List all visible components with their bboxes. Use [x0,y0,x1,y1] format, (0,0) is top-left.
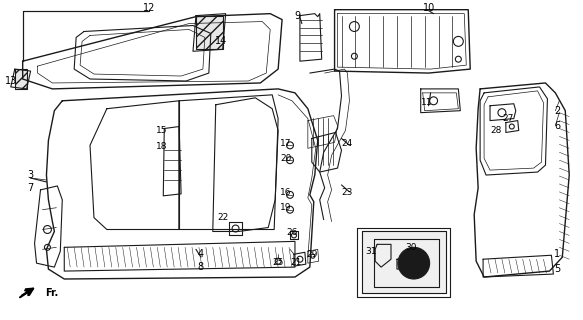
Text: 31: 31 [366,247,377,256]
Circle shape [398,247,430,279]
Text: 17: 17 [280,139,292,148]
Text: 23: 23 [342,188,353,197]
Text: 6: 6 [554,121,560,131]
Text: 18: 18 [156,142,167,151]
Text: 7: 7 [27,183,34,193]
Text: 29: 29 [306,250,318,259]
Text: 10: 10 [423,3,435,13]
Text: 2: 2 [554,106,560,116]
Text: 11: 11 [421,98,433,107]
Text: 8: 8 [198,262,204,272]
Text: 20: 20 [280,154,292,163]
Text: 14: 14 [215,36,227,46]
Polygon shape [362,231,447,293]
Text: 3: 3 [27,170,34,180]
Text: 12: 12 [143,3,156,13]
Text: 27: 27 [502,114,514,123]
Text: 15: 15 [156,126,167,135]
Text: 22: 22 [217,213,229,222]
Text: 1: 1 [554,249,560,259]
Text: 9: 9 [295,11,301,20]
Text: 26: 26 [286,228,298,237]
Text: 28: 28 [490,126,501,135]
Circle shape [408,257,420,269]
Text: Fr.: Fr. [45,288,59,298]
Text: 13: 13 [5,76,17,86]
Text: 24: 24 [342,139,353,148]
Text: 4: 4 [198,249,204,259]
Text: 16: 16 [280,188,292,197]
Text: 5: 5 [554,264,560,274]
Bar [15,69,27,89]
Text: 30: 30 [405,243,417,252]
Text: 21: 21 [290,258,301,267]
Text: 19: 19 [280,203,292,212]
Text: 25: 25 [272,258,284,267]
Bar [196,16,223,49]
